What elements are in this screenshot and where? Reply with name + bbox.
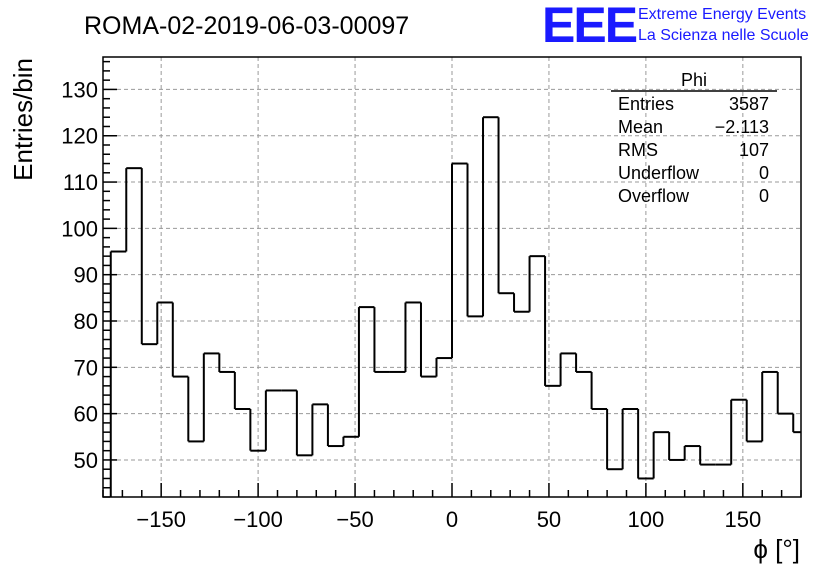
y-tick-label: 50 (74, 448, 98, 473)
y-tick-labels: 50 60 70 80 90 100 110 120 130 (61, 77, 98, 473)
y-tick-label: 130 (61, 77, 98, 102)
x-tick-label: 150 (724, 507, 761, 532)
stats-label-rms: RMS (618, 140, 658, 160)
x-tick-label: −100 (233, 507, 283, 532)
x-tick-label: 100 (628, 507, 665, 532)
eee-logo-line1: Extreme Energy Events (638, 6, 806, 23)
stats-value-mean: −2.113 (715, 117, 769, 137)
stats-label-mean: Mean (618, 117, 663, 137)
grid-lines (103, 57, 801, 497)
stats-value-underflow: 0 (759, 163, 769, 183)
histogram-step-edges (109, 117, 795, 497)
stats-title: Phi (681, 70, 707, 90)
y-axis-label: Entries/bin (8, 58, 38, 181)
eee-logo: EEE Extreme Energy Events La Scienza nel… (542, 0, 809, 53)
stats-label-underflow: Underflow (618, 163, 700, 183)
x-axis-label: ϕ [°] (753, 534, 800, 564)
y-tick-label: 80 (74, 309, 98, 334)
y-tick-label: 100 (61, 216, 98, 241)
stats-label-overflow: Overflow (618, 186, 690, 206)
stats-value-entries: 3587 (729, 94, 769, 114)
histogram-series (109, 116, 801, 497)
x-tick-label: 0 (446, 507, 458, 532)
x-tick-label: 50 (537, 507, 561, 532)
chart-title: ROMA-02-2019-06-03-00097 (84, 12, 409, 40)
y-tick-label: 110 (63, 170, 98, 195)
x-tick-labels: −150 −100 −50 0 50 100 150 (136, 507, 761, 532)
y-tick-label: 60 (74, 402, 98, 427)
stats-value-overflow: 0 (759, 186, 769, 206)
axis-ticks (102, 60, 802, 498)
x-tick-label: −50 (336, 507, 373, 532)
stats-value-rms: 107 (739, 140, 769, 160)
stats-label-entries: Entries (618, 94, 674, 114)
y-tick-label: 90 (74, 263, 98, 288)
y-tick-label: 120 (61, 124, 98, 149)
eee-logo-mark: EEE (542, 0, 637, 53)
x-tick-label: −150 (136, 507, 186, 532)
y-tick-label: 70 (74, 355, 98, 380)
stats-box: Phi Entries 3587 Mean −2.113 RMS 107 Und… (611, 70, 777, 206)
eee-logo-line2: La Scienza nelle Scuole (638, 27, 809, 44)
